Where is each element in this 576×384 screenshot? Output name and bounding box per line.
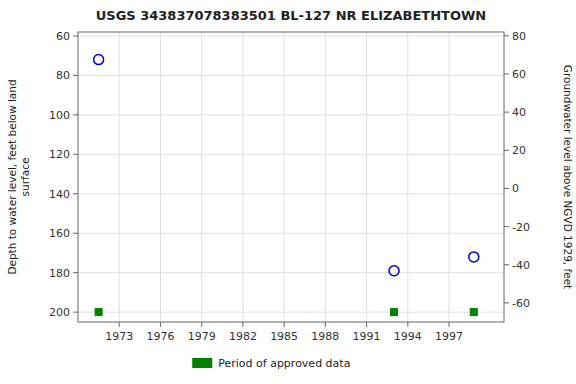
circle-marker	[389, 266, 399, 276]
tick-label-y2: 20	[512, 144, 526, 157]
tick-x	[407, 322, 408, 327]
tick-y2	[504, 302, 509, 303]
marks	[94, 55, 479, 316]
y-axis-label-line: Depth to water level, feet below land	[6, 79, 18, 274]
circle-marker	[469, 252, 479, 262]
tick-label-x: 1991	[353, 330, 381, 343]
tick-label-y: 160	[49, 227, 70, 240]
tick-x	[160, 322, 161, 327]
tick-y	[73, 35, 78, 36]
tick-label-y2: 60	[512, 68, 526, 81]
chart-container: 1973 1976 1979 1982 1985 1988 1991 1994 1997 60 80…	[0, 0, 576, 384]
tick-label-y: 100	[49, 109, 70, 122]
grid-line-y	[78, 233, 504, 234]
tick-label-x: 1979	[188, 330, 216, 343]
background	[0, 0, 576, 384]
grid	[78, 32, 504, 322]
tick-x	[325, 322, 326, 327]
legend: Period of approved data	[192, 357, 350, 370]
tick-label-y2: -40	[512, 259, 530, 272]
tick-label-x: 1985	[270, 330, 298, 343]
tick-y	[73, 75, 78, 76]
chart-svg: 1973 1976 1979 1982 1985 1988 1991 1994 1997 60 80…	[0, 0, 576, 384]
tick-label-x: 1988	[311, 330, 339, 343]
tick-y2	[504, 150, 509, 151]
tick-y	[73, 312, 78, 313]
grid-line-y	[78, 35, 504, 36]
square-marker	[391, 309, 398, 316]
tick-label-y2: 40	[512, 106, 526, 119]
series	[94, 55, 479, 276]
tick-x	[366, 322, 367, 327]
series	[95, 309, 477, 316]
tick-x	[201, 322, 202, 327]
legend-label: Period of approved data	[218, 357, 350, 370]
tick-label-y2: 0	[512, 182, 519, 195]
tick-y2	[504, 112, 509, 113]
y2-axis-label: Groundwater level above NGVD 1929, feet	[562, 65, 574, 289]
tick-y2	[504, 35, 509, 36]
tick-label-x: 1973	[105, 330, 133, 343]
square-marker	[470, 309, 477, 316]
grid-line-y	[78, 154, 504, 155]
grid-line-y	[78, 114, 504, 115]
tick-label-y2: 80	[512, 30, 526, 43]
title: USGS 343837078383501 BL-127 NR ELIZABETH…	[96, 8, 487, 23]
y-axis-label-line: surface	[19, 158, 31, 197]
tick-x	[119, 322, 120, 327]
tick-y	[73, 233, 78, 234]
tick-x	[242, 322, 243, 327]
plot-frame	[78, 32, 504, 322]
tick-x	[449, 322, 450, 327]
tick-y2	[504, 73, 509, 74]
tick-label-y2: -60	[512, 297, 530, 310]
y-axis-label: Depth to water level, feet below landsur…	[6, 79, 31, 274]
grid-line-y	[78, 312, 504, 313]
tick-label-y: 80	[56, 69, 70, 82]
tick-label-y: 120	[49, 148, 70, 161]
legend-swatch	[192, 358, 212, 368]
grid-line-y	[78, 75, 504, 76]
circle-marker	[94, 55, 104, 65]
tick-label-y: 180	[49, 267, 70, 280]
tick-y	[73, 154, 78, 155]
grid-line-y	[78, 193, 504, 194]
square-marker	[95, 309, 102, 316]
tick-label-y: 140	[49, 188, 70, 201]
tick-label-x: 1994	[394, 330, 422, 343]
axes: 1973 1976 1979 1982 1985 1988 1991 1994 1997 60 80…	[49, 30, 530, 343]
tick-label-x: 1976	[146, 330, 174, 343]
tick-label-y: 60	[56, 30, 70, 43]
tick-label-y: 200	[49, 306, 70, 319]
tick-label-x: 1997	[435, 330, 463, 343]
tick-y2	[504, 264, 509, 265]
tick-y	[73, 114, 78, 115]
grid-line-y	[78, 272, 504, 273]
tick-y	[73, 193, 78, 194]
tick-y2	[504, 226, 509, 227]
tick-label-y2: -20	[512, 221, 530, 234]
tick-y	[73, 272, 78, 273]
tick-y2	[504, 188, 509, 189]
tick-label-x: 1982	[229, 330, 257, 343]
tick-x	[284, 322, 285, 327]
